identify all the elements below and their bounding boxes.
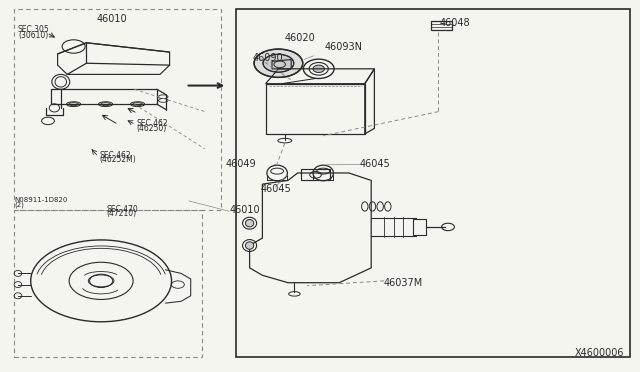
- Text: 46020: 46020: [285, 33, 316, 43]
- Text: SEC.470: SEC.470: [106, 205, 138, 214]
- Text: 46045: 46045: [260, 184, 291, 193]
- Text: (2): (2): [14, 201, 24, 208]
- Text: (47210): (47210): [106, 209, 136, 218]
- Ellipse shape: [313, 65, 324, 73]
- Ellipse shape: [245, 219, 253, 227]
- Bar: [236, 9, 630, 357]
- Text: 46037M: 46037M: [384, 279, 423, 288]
- Text: (46250): (46250): [136, 124, 166, 133]
- Ellipse shape: [245, 242, 253, 249]
- Circle shape: [254, 49, 303, 77]
- Text: X4600006: X4600006: [575, 348, 624, 358]
- Text: 46010: 46010: [229, 205, 260, 215]
- Text: 46010: 46010: [97, 15, 127, 24]
- Text: 46045: 46045: [360, 159, 390, 169]
- Bar: [413, 219, 426, 235]
- Text: 46048: 46048: [439, 19, 470, 28]
- Text: SEC.462: SEC.462: [99, 151, 131, 160]
- Text: 46090: 46090: [253, 54, 284, 63]
- Circle shape: [263, 54, 294, 72]
- Text: SEC.305: SEC.305: [18, 25, 50, 34]
- Text: (46252M): (46252M): [99, 155, 136, 164]
- Text: (30610): (30610): [18, 31, 48, 40]
- Bar: [14, 210, 202, 357]
- Text: N08911-1D820: N08911-1D820: [14, 197, 67, 203]
- Bar: [266, 84, 365, 134]
- Text: 46093N: 46093N: [324, 42, 362, 52]
- Text: 46049: 46049: [225, 159, 256, 169]
- Text: SEC.462: SEC.462: [136, 119, 168, 128]
- Bar: [14, 9, 221, 210]
